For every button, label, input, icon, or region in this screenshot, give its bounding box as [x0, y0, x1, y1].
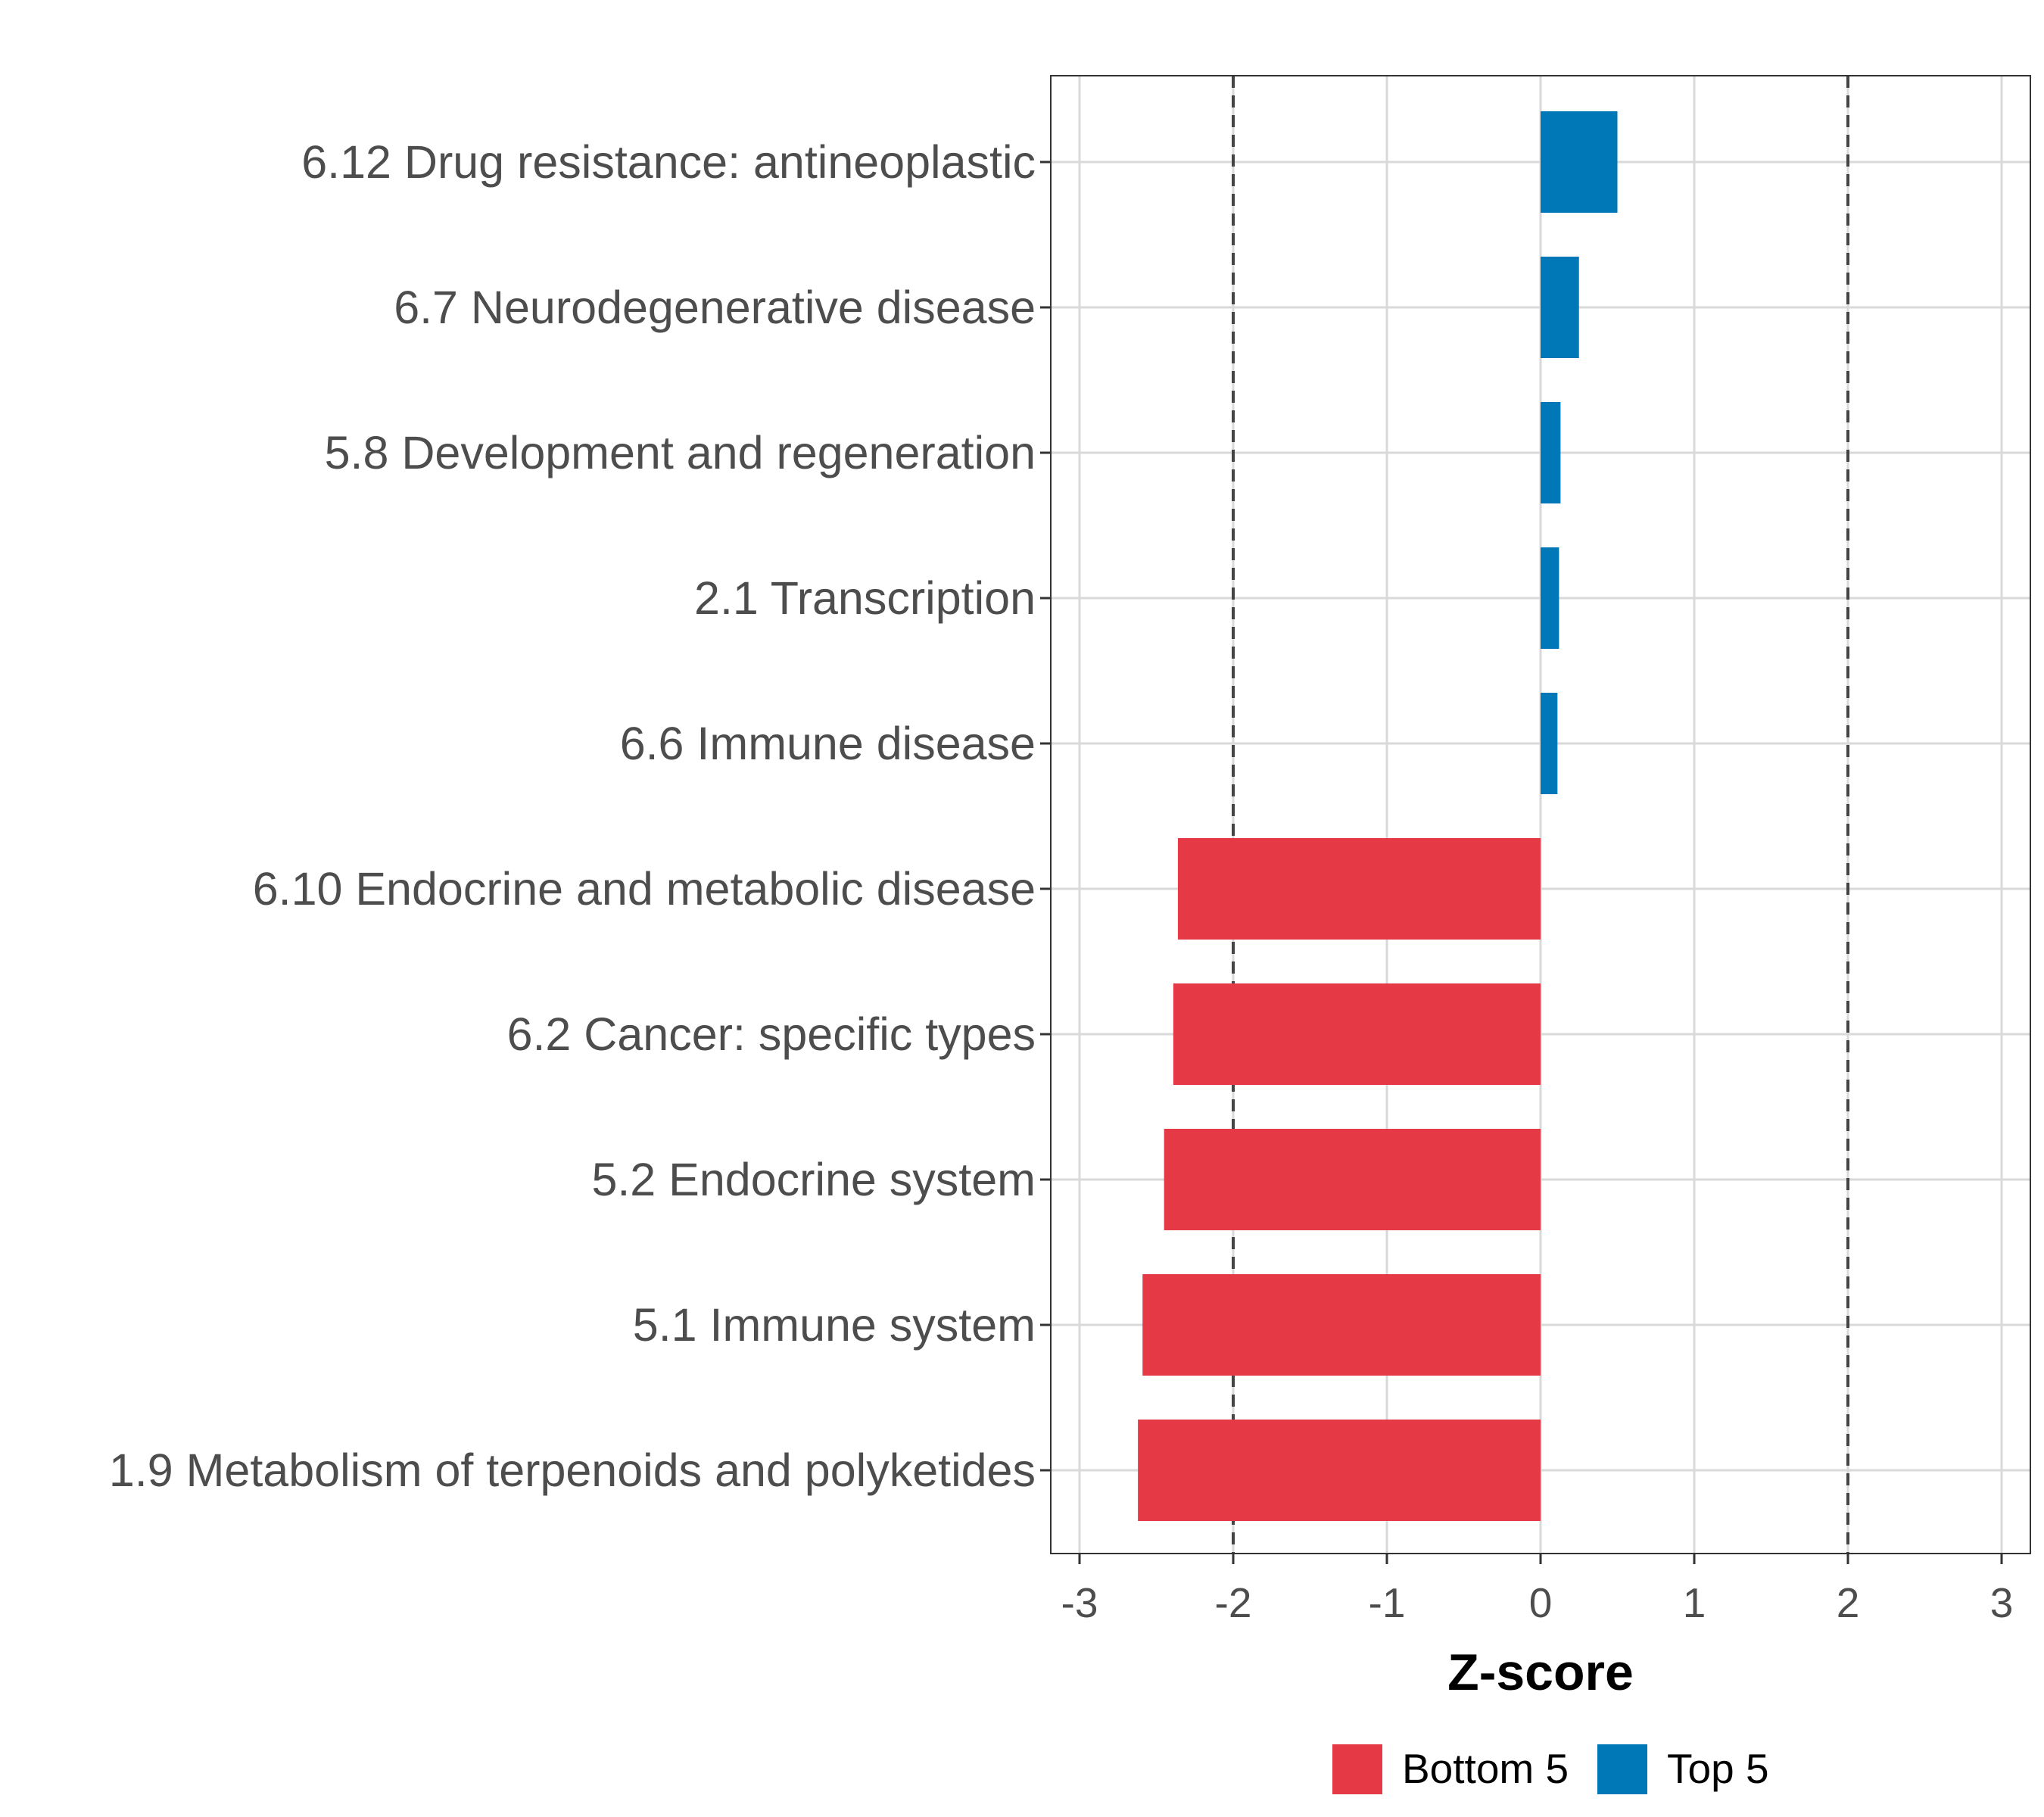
- bar-3: [1541, 547, 1559, 649]
- bar-4: [1541, 693, 1558, 794]
- category-label-1: 6.7 Neurodegenerative disease: [394, 282, 1036, 333]
- bar-7: [1164, 1129, 1541, 1230]
- bar-9: [1138, 1420, 1541, 1521]
- bar-0: [1541, 111, 1618, 213]
- bar-6: [1173, 983, 1541, 1085]
- x-tick-label-4: 1: [1683, 1579, 1706, 1626]
- category-label-9: 1.9 Metabolism of terpenoids and polyket…: [109, 1445, 1036, 1496]
- x-tick-label-6: 3: [1990, 1579, 2014, 1626]
- x-tick-label-2: -1: [1369, 1579, 1406, 1626]
- bars: [1138, 111, 1618, 1521]
- bar-8: [1142, 1274, 1541, 1376]
- legend-label-0: Bottom 5: [1402, 1745, 1569, 1792]
- legend-swatch-0: [1332, 1744, 1382, 1794]
- category-label-4: 6.6 Immune disease: [620, 718, 1036, 769]
- x-axis-ticks: -3 -2 -1 0 1 2 3: [1061, 1554, 2014, 1626]
- category-label-8: 5.1 Immune system: [633, 1299, 1036, 1351]
- category-label-7: 5.2 Endocrine system: [591, 1154, 1036, 1205]
- category-label-5: 6.10 Endocrine and metabolic disease: [253, 863, 1036, 915]
- y-axis-ticks: 6.12 Drug resistance: antineoplastic 6.7 …: [109, 136, 1051, 1496]
- category-label-0: 6.12 Drug resistance: antineoplastic: [301, 136, 1036, 188]
- x-tick-label-3: 0: [1529, 1579, 1553, 1626]
- x-tick-label-5: 2: [1837, 1579, 1860, 1626]
- bar-1: [1541, 257, 1579, 358]
- category-label-3: 2.1 Transcription: [694, 572, 1036, 624]
- category-label-6: 6.2 Cancer: specific types: [507, 1008, 1036, 1060]
- x-axis-title: Z-score: [1447, 1644, 1634, 1701]
- bar-2: [1541, 402, 1561, 503]
- legend: Bottom 5 Top 5: [1332, 1744, 1769, 1794]
- category-label-2: 5.8 Development and regeneration: [325, 427, 1036, 478]
- x-tick-label-0: -3: [1061, 1579, 1098, 1626]
- x-tick-label-1: -2: [1215, 1579, 1252, 1626]
- legend-swatch-1: [1597, 1744, 1647, 1794]
- bar-5: [1177, 838, 1541, 940]
- legend-label-1: Top 5: [1667, 1745, 1769, 1792]
